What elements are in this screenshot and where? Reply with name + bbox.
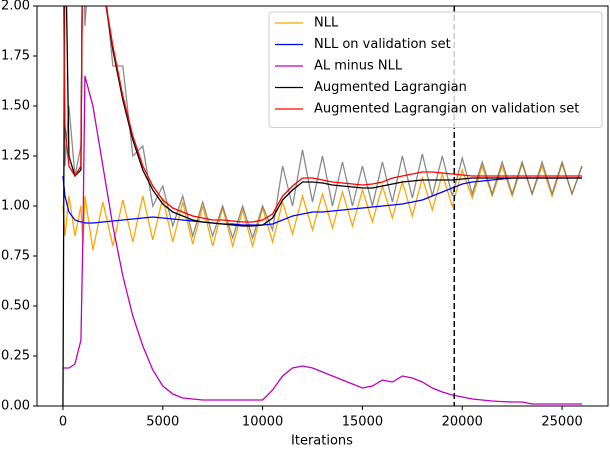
- x-tick-label: 10000: [242, 415, 283, 430]
- series-line: [62, 175, 583, 226]
- series-line: [62, 6, 583, 406]
- x-tick-label: 15000: [342, 415, 383, 430]
- y-tick-label: 0.75: [1, 249, 30, 264]
- series-line: [62, 161, 583, 251]
- y-tick-label: 1.00: [1, 199, 30, 214]
- y-tick-label: 1.75: [1, 49, 30, 64]
- x-axis-label: Iterations: [291, 434, 353, 449]
- legend-label: NLL: [314, 16, 339, 31]
- series-line: [62, 75, 583, 405]
- x-tick-label: 25000: [541, 415, 582, 430]
- y-tick-label: 0.50: [1, 299, 30, 314]
- y-tick-label: 1.50: [1, 99, 30, 114]
- legend-label: NLL on validation set: [314, 37, 451, 52]
- y-tick-label: 0.25: [1, 349, 30, 364]
- x-tick-label: 20000: [442, 415, 483, 430]
- series-line: [63, 6, 583, 223]
- legend-box: [268, 11, 603, 128]
- legend: NLL NLL on validation set AL minus NLL Augm…: [268, 11, 603, 128]
- y-tick-label: 0.00: [1, 399, 30, 414]
- y-tick-label: 1.25: [1, 149, 30, 164]
- legend-label: Augmented Lagrangian on validation set: [314, 102, 579, 117]
- y-tick-label: 2.00: [1, 0, 30, 14]
- legend-label: AL minus NLL: [314, 59, 403, 74]
- x-tick-label: 0: [59, 415, 67, 430]
- legend-label: Augmented Lagrangian: [314, 80, 467, 95]
- x-tick-label: 5000: [146, 415, 179, 430]
